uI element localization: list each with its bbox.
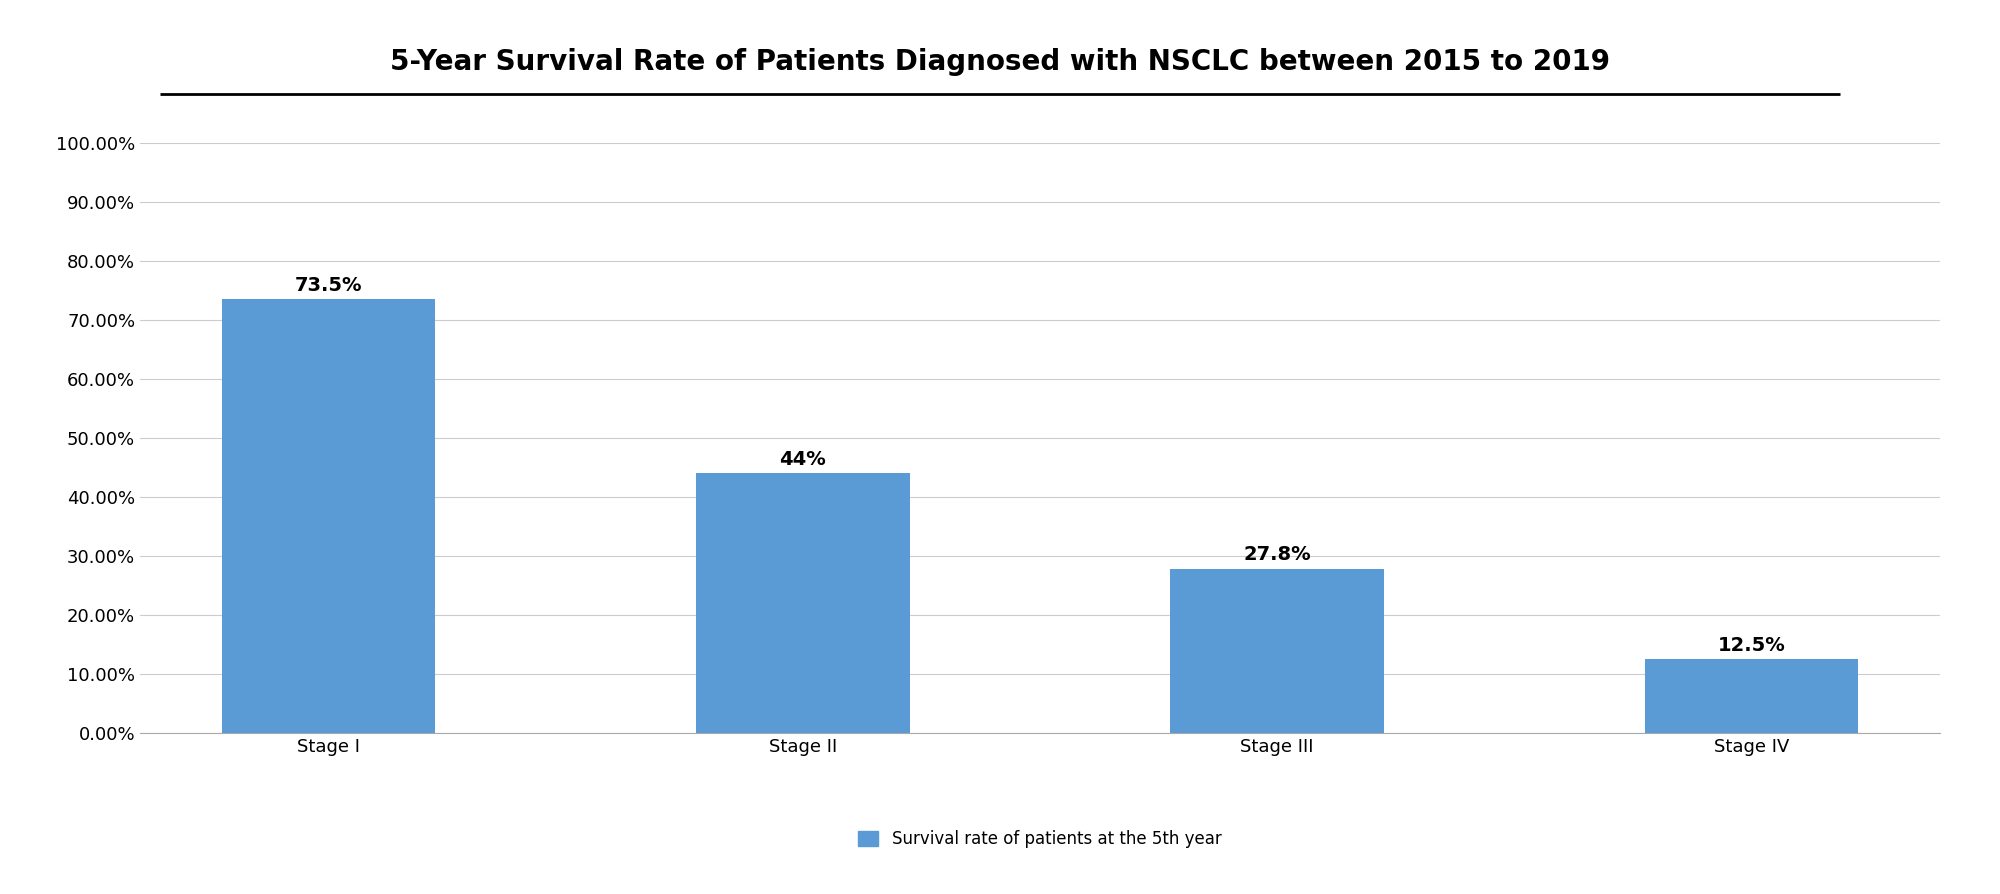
Text: 27.8%: 27.8% bbox=[1244, 545, 1310, 564]
Text: 12.5%: 12.5% bbox=[1718, 636, 1786, 654]
Bar bbox=[696, 474, 910, 733]
Bar bbox=[1644, 660, 1858, 733]
Text: 73.5%: 73.5% bbox=[294, 275, 362, 295]
Text: 44%: 44% bbox=[780, 450, 826, 468]
Bar bbox=[222, 299, 436, 733]
Bar bbox=[1170, 569, 1384, 733]
Legend: Survival rate of patients at the 5th year: Survival rate of patients at the 5th yea… bbox=[852, 823, 1228, 855]
Text: 5-Year Survival Rate of Patients Diagnosed with NSCLC between 2015 to 2019: 5-Year Survival Rate of Patients Diagnos… bbox=[390, 48, 1610, 76]
